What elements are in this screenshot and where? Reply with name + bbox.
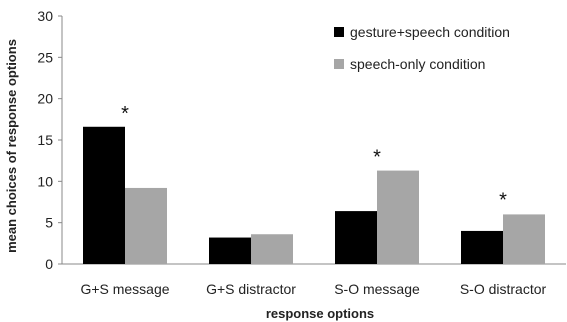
bar-speech-only-2 — [251, 234, 293, 264]
y-axis-title: mean choices of response options — [4, 39, 19, 253]
significance-asterisk: * — [373, 147, 381, 169]
y-tick-label: 0 — [45, 256, 53, 272]
bar-speech-only-1 — [125, 187, 167, 264]
x-axis-ticks: G+S message G+S distractor S-O message S-O … — [80, 281, 546, 297]
y-axis-ticks: 0 5 10 15 20 25 30 — [37, 8, 62, 272]
y-tick-label: 10 — [37, 173, 53, 189]
significance-asterisk: * — [121, 103, 129, 125]
significance-asterisk: * — [499, 190, 507, 212]
bar-speech-only-3 — [377, 170, 419, 264]
bar-gesture-speech-4 — [461, 230, 503, 264]
legend-swatch-gesture-speech — [334, 27, 344, 37]
significance-markers: * * * — [121, 103, 507, 212]
bar-speech-only-4 — [503, 214, 545, 264]
y-tick-label: 15 — [37, 132, 53, 148]
legend-label-gesture-speech: gesture+speech condition — [350, 24, 510, 40]
legend-swatch-speech-only — [334, 59, 344, 69]
bar-gesture-speech-1 — [83, 126, 125, 264]
x-tick-label: S-O distractor — [460, 281, 547, 297]
legend: gesture+speech condition speech-only con… — [334, 24, 510, 72]
y-tick-label: 30 — [37, 8, 53, 24]
x-tick-label: S-O message — [334, 281, 420, 297]
x-tick-label: G+S distractor — [206, 281, 296, 297]
bars — [83, 126, 545, 264]
bar-gesture-speech-3 — [335, 211, 377, 264]
bar-gesture-speech-2 — [209, 237, 251, 264]
x-axis-title: response options — [266, 306, 374, 321]
y-tick-label: 5 — [45, 215, 53, 231]
y-tick-label: 25 — [37, 49, 53, 65]
x-tick-label: G+S message — [80, 281, 169, 297]
legend-label-speech-only: speech-only condition — [350, 56, 485, 72]
y-tick-label: 20 — [37, 91, 53, 107]
